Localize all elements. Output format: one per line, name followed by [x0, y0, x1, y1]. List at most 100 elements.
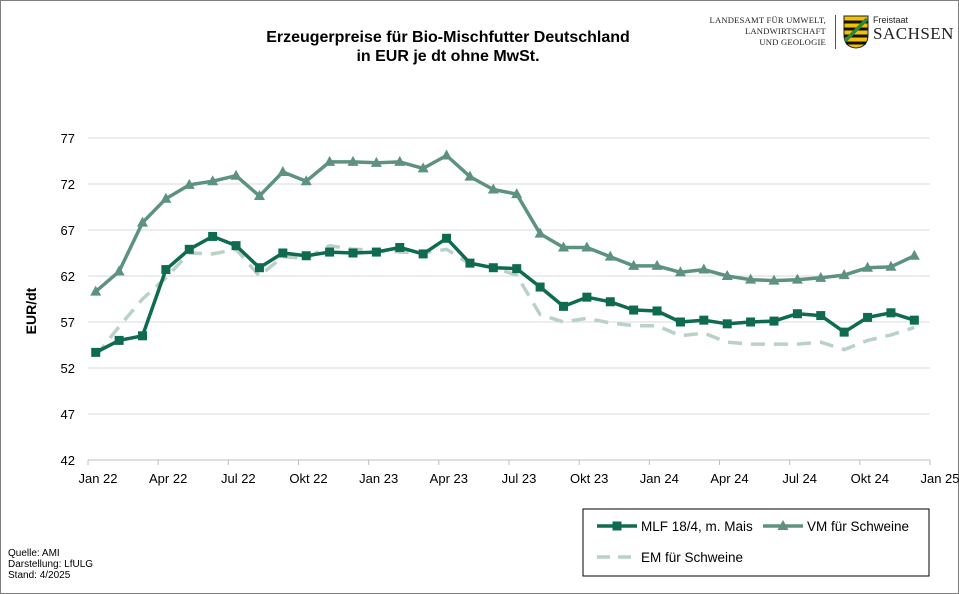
x-tick-label: Okt 22: [289, 471, 327, 486]
data-point: [278, 248, 288, 258]
sachsen-logo-wordmark: SACHSEN: [873, 24, 954, 43]
data-point: [675, 317, 685, 327]
data-point: [604, 250, 616, 261]
data-point: [816, 311, 826, 321]
x-tick-label: Jan 22: [78, 471, 117, 486]
data-point: [254, 263, 264, 273]
data-point: [208, 231, 218, 241]
data-point: [768, 274, 780, 285]
y-tick-label: 57: [61, 315, 75, 330]
lfulg-logo-line-3: UND GEOLOGIE: [759, 37, 826, 47]
legend-item: VM für Schweine: [763, 519, 909, 534]
data-point: [674, 266, 686, 277]
data-point: [371, 247, 381, 257]
data-point: [885, 260, 897, 271]
data-point: [417, 162, 429, 173]
lfulg-logo-line-2: LANDWIRTSCHAFT: [744, 26, 826, 36]
data-point: [651, 259, 663, 270]
series-0: [91, 231, 919, 357]
data-point: [442, 233, 452, 243]
chart-title-line-1: Erzeugerpreise für Bio-Mischfutter Deuts…: [266, 29, 630, 46]
data-point: [394, 155, 406, 166]
y-tick-label: 77: [61, 131, 75, 146]
data-point: [769, 316, 779, 326]
lfulg-logo-line-1: LANDESAMT FÜR UMWELT,: [709, 15, 826, 25]
data-point: [441, 149, 453, 160]
data-point: [862, 261, 874, 272]
legend-box: [582, 508, 930, 577]
data-point: [909, 315, 919, 325]
x-tick-label: Jan 23: [359, 471, 398, 486]
data-point: [487, 183, 499, 194]
legend-label: MLF 18/4, m. Mais: [641, 519, 753, 534]
data-point: [581, 241, 593, 252]
data-point: [839, 327, 849, 337]
data-point: [277, 166, 289, 177]
data-point: [207, 175, 219, 186]
data-point: [114, 335, 124, 345]
chart-title-line-2: in EUR je dt ohne MwSt.: [356, 48, 540, 65]
x-tick-label: Apr 22: [149, 471, 187, 486]
data-point: [838, 269, 850, 280]
y-tick-label: 42: [61, 453, 75, 468]
data-point: [629, 305, 639, 315]
data-point: [488, 263, 498, 273]
data-point: [325, 247, 335, 257]
data-point: [558, 301, 568, 311]
data-point: [699, 315, 709, 325]
sachsen-logo-freistaat: Freistaat: [873, 15, 909, 25]
gridlines: [88, 137, 930, 415]
data-point: [348, 248, 358, 258]
x-tick-label: Jan 24: [640, 471, 679, 486]
y-tick-labels: 42 47 52 57 62 67 72 77: [61, 131, 75, 468]
lfulg-logo: LANDESAMT FÜR UMWELT, LANDWIRTSCHAFT UND…: [690, 15, 826, 48]
logo-divider: [835, 15, 836, 49]
data-point: [605, 297, 615, 307]
data-point: [535, 282, 545, 292]
data-point: [161, 265, 171, 275]
series-1: [90, 149, 920, 296]
data-point: [324, 155, 336, 166]
data-point: [745, 273, 757, 284]
source-line-3: Stand: 4/2025: [8, 570, 71, 581]
data-point: [863, 312, 873, 322]
data-point: [511, 188, 523, 199]
data-point: [721, 270, 733, 280]
x-tick-label: Jul 23: [502, 471, 537, 486]
data-point: [464, 170, 476, 181]
source-note: Quelle: AMI Darstellung: LfULG Stand: 4/…: [8, 548, 93, 581]
data-point: [908, 249, 920, 260]
data-point: [557, 241, 569, 252]
data-point: [160, 192, 172, 203]
legend-item: EM für Schweine: [597, 550, 743, 565]
data-point: [815, 271, 827, 282]
x-tick-label: Jul 24: [782, 471, 817, 486]
legend-item: MLF 18/4, m. Mais: [597, 519, 753, 534]
data-point: [300, 175, 312, 186]
data-point: [136, 216, 148, 227]
data-point: [253, 189, 265, 200]
sachsen-logo: Freistaat SACHSEN: [843, 14, 953, 50]
data-point: [534, 227, 546, 238]
data-point: [465, 258, 475, 268]
data-point: [886, 308, 896, 318]
x-tick-label: Apr 24: [710, 471, 748, 486]
legend-marker: [777, 520, 789, 530]
data-point: [184, 244, 194, 254]
data-point: [418, 249, 428, 259]
series-line: [94, 243, 915, 358]
source-line-1: Quelle: AMI: [8, 548, 60, 559]
legend-label: VM für Schweine: [807, 519, 909, 534]
series-line: [94, 153, 916, 293]
data-point: [582, 292, 592, 302]
y-tick-label: 67: [61, 223, 75, 238]
data-point: [791, 273, 803, 284]
legend: MLF 18/4, m. Mais VM für Schweine EM für S…: [582, 508, 930, 577]
data-point: [137, 331, 147, 341]
data-point: [231, 241, 241, 251]
data-point: [512, 264, 522, 274]
data-point: [628, 259, 640, 270]
y-tick-label: 52: [61, 361, 75, 376]
y-tick-label: 47: [61, 407, 75, 422]
source-line-2: Darstellung: LfULG: [8, 559, 94, 570]
